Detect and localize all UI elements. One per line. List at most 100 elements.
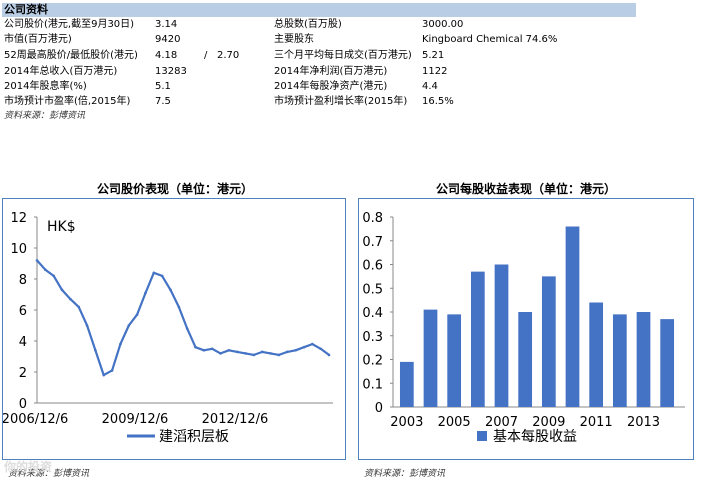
info-title: 公司资料 xyxy=(4,3,48,16)
left-chart-frame: 0 2 4 6 8 10 12 HK$ 2006/12/6 2009/12/6 2012/12/6 建… xyxy=(2,198,346,460)
price-point xyxy=(235,350,239,354)
x-tick-label: 2013 xyxy=(627,415,660,430)
price-point xyxy=(319,347,322,351)
eps-bar xyxy=(399,361,414,407)
info-value: Kingboard Chemical 74.6% xyxy=(422,34,558,45)
price-point xyxy=(85,324,89,327)
eps-bar xyxy=(447,314,462,407)
unit-label: HK$ xyxy=(47,219,76,235)
y-tick-label: 10 xyxy=(10,242,27,257)
y-tick-label: 6 xyxy=(19,304,27,319)
price-line-chart: 0 2 4 6 8 10 12 HK$ 2006/12/6 2009/12/6 2012/12/6 建… xyxy=(2,211,333,445)
eps-bar xyxy=(423,309,438,407)
y-tick-label: 0.7 xyxy=(362,235,383,250)
legend-label: 建滔积层板 xyxy=(159,429,229,445)
y-tick-label: 4 xyxy=(19,335,27,350)
y-tick-label: 2 xyxy=(19,366,27,381)
price-point xyxy=(144,291,147,295)
info-label: 2014年净利润(百万港元) xyxy=(274,66,388,77)
legend-label: 基本每股收益 xyxy=(493,428,577,445)
price-point xyxy=(327,353,331,357)
price-point xyxy=(277,353,281,357)
right-chart-frame: 0 0.1 0.2 0.3 0.4 0.5 0.6 0.7 0.8 2003 2005 2007 200… xyxy=(358,198,694,460)
info-value: 5.1 xyxy=(155,81,171,92)
info-value: 13283 xyxy=(155,66,187,77)
y-tick-label: 0.5 xyxy=(362,282,383,297)
eps-bar xyxy=(660,319,675,407)
y-tick-label: 0.1 xyxy=(362,377,383,392)
legend-swatch xyxy=(477,431,487,441)
right-chart-title: 公司每股收益表现（单位：港元） xyxy=(435,182,616,196)
info-value: 7.5 xyxy=(155,96,171,107)
eps-bar xyxy=(612,314,627,407)
x-tick-label: 2009/12/6 xyxy=(102,412,169,427)
y-tick-label: 0.2 xyxy=(362,354,383,369)
info-source: 资料来源：彭博资讯 xyxy=(4,111,86,121)
price-point xyxy=(69,297,72,301)
y-tick-label: 0.3 xyxy=(362,330,383,345)
y-tick-label: 0 xyxy=(19,397,27,412)
price-point xyxy=(77,305,81,309)
price-point xyxy=(219,352,222,355)
price-point xyxy=(185,327,189,330)
eps-bar xyxy=(589,302,604,407)
info-label: 总股数(百万股) xyxy=(274,19,342,30)
eps-bar xyxy=(565,226,580,407)
y-tick-label: 12 xyxy=(10,211,27,226)
info-label: 市场预计盈利增长率(2015年) xyxy=(274,96,408,107)
x-tick-label: 2012/12/6 xyxy=(202,412,269,427)
info-label: 2014年股息率(%) xyxy=(4,81,87,92)
price-point xyxy=(169,288,172,292)
price-point xyxy=(135,313,139,316)
info-value: 3000.00 xyxy=(422,19,464,30)
price-point xyxy=(127,324,131,327)
x-tick-label: 2003 xyxy=(390,415,423,430)
price-point xyxy=(260,350,264,354)
info-value: 1122 xyxy=(422,66,448,77)
y-tick-label: 0.8 xyxy=(362,211,383,226)
price-point xyxy=(294,349,297,352)
price-point xyxy=(94,349,97,352)
price-point xyxy=(210,347,214,351)
price-point xyxy=(52,274,55,278)
left-chart-source: 资料来源：彭博资讯 xyxy=(8,469,90,479)
info-label: 市值(百万港元) xyxy=(4,34,72,45)
info-header-bar xyxy=(2,3,636,17)
x-tick-label: 2006/12/6 xyxy=(3,412,68,427)
x-tick-label: 2007 xyxy=(485,415,518,430)
eps-bar xyxy=(636,312,651,407)
price-point xyxy=(44,268,47,271)
price-point xyxy=(244,352,247,355)
price-point xyxy=(102,373,106,377)
info-value: 4.18 xyxy=(155,50,178,61)
price-point xyxy=(252,353,256,357)
price-point xyxy=(60,288,64,292)
price-series-line xyxy=(36,259,330,377)
x-tick-label: 2011 xyxy=(580,415,613,430)
price-point xyxy=(202,349,206,352)
info-value: 5.21 xyxy=(422,50,445,61)
right-chart-source: 资料来源：彭博资讯 xyxy=(364,469,446,479)
info-value: 2.70 xyxy=(217,50,240,61)
info-separator: / xyxy=(204,50,208,61)
price-point xyxy=(269,352,272,355)
price-point xyxy=(227,349,231,352)
eps-bar-chart: 0 0.1 0.2 0.3 0.4 0.5 0.6 0.7 0.8 2003 2005 2007 200… xyxy=(362,211,685,445)
info-value: 3.14 xyxy=(155,19,178,30)
info-label: 主要股东 xyxy=(274,34,314,45)
left-chart-title: 公司股价表现（单位：港元） xyxy=(96,182,253,196)
price-point xyxy=(152,271,156,275)
eps-bar xyxy=(494,264,509,407)
price-point xyxy=(311,342,314,346)
price-point xyxy=(110,369,114,372)
watermark: 你的投资 xyxy=(4,460,53,474)
price-point xyxy=(160,274,164,278)
info-label: 2014年每股净资产(港元) xyxy=(274,81,388,92)
y-tick-label: 0 xyxy=(375,401,383,416)
info-value: 16.5% xyxy=(422,96,454,107)
y-tick-label: 8 xyxy=(19,273,27,288)
info-value: 4.4 xyxy=(422,81,438,92)
price-point xyxy=(35,259,39,262)
x-tick-label: 2005 xyxy=(438,415,471,430)
price-point xyxy=(194,345,197,349)
